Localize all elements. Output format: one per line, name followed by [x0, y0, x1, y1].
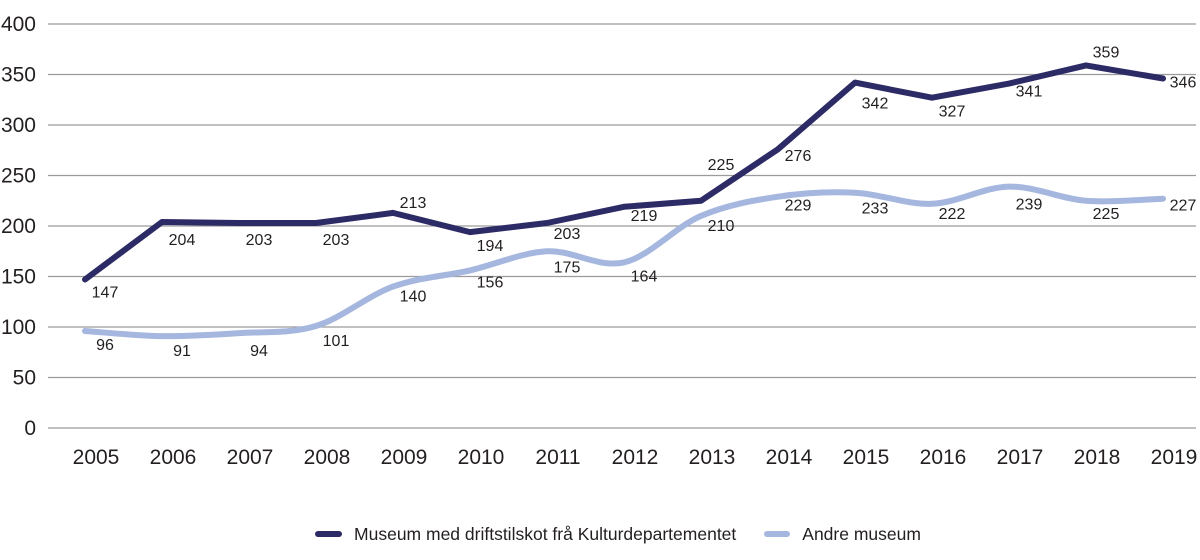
data-label-museum-kd: 203 [246, 232, 273, 249]
x-axis-year-label: 2017 [997, 446, 1044, 469]
data-label-museum-kd: 219 [631, 208, 658, 225]
data-label-andre-museum: 227 [1170, 198, 1197, 215]
y-axis-tick-label: 250 [1, 165, 36, 188]
data-label-museum-kd: 213 [400, 195, 427, 212]
data-label-andre-museum: 140 [400, 289, 427, 306]
data-label-museum-kd: 225 [708, 157, 735, 174]
data-label-museum-kd: 342 [862, 96, 889, 113]
data-label-andre-museum: 175 [554, 259, 581, 276]
data-label-andre-museum: 91 [173, 343, 191, 360]
data-label-andre-museum: 101 [323, 333, 350, 350]
data-label-andre-museum: 225 [1093, 206, 1120, 223]
data-label-museum-kd: 203 [323, 232, 350, 249]
data-label-museum-kd: 346 [1170, 75, 1197, 92]
x-axis-year-label: 2012 [612, 446, 659, 469]
data-label-andre-museum: 94 [250, 343, 268, 360]
x-axis-year-label: 2007 [227, 446, 274, 469]
data-label-museum-kd: 147 [92, 285, 119, 302]
data-label-andre-museum: 164 [631, 268, 658, 285]
data-label-museum-kd: 341 [1016, 84, 1043, 101]
data-label-andre-museum: 229 [785, 198, 812, 215]
x-axis-year-label: 2013 [689, 446, 736, 469]
series-lines [82, 62, 1166, 340]
data-labels: 147 204 203 203 213 194 203 219 225 276 342 327 341 3… [92, 44, 1197, 360]
legend-label-museum-kd: Museum med driftstilskot frå Kulturdepar… [354, 523, 737, 544]
chart-legend: Museum med driftstilskot frå Kulturdepar… [22, 518, 1200, 550]
x-axis-year-label: 2015 [843, 446, 890, 469]
x-axis-year-label: 2019 [1151, 446, 1198, 469]
data-label-museum-kd: 359 [1093, 44, 1120, 61]
y-axis-tick-label: 50 [13, 367, 36, 390]
x-axis-year-label: 2016 [920, 446, 967, 469]
data-label-andre-museum: 239 [1016, 197, 1043, 214]
data-label-andre-museum: 233 [862, 201, 889, 218]
y-axis-tick-label: 150 [1, 266, 36, 289]
x-axis-year-label: 2011 [535, 446, 580, 469]
x-axis-year-label: 2006 [150, 446, 197, 469]
data-label-andre-museum: 156 [477, 274, 504, 291]
data-label-museum-kd: 204 [169, 232, 196, 249]
series-line-museum-kd [82, 62, 1166, 283]
y-axis-labels: 0 50 100 150 200 250 300 350 400 [1, 13, 36, 440]
y-axis-tick-label: 200 [1, 215, 36, 238]
data-label-andre-museum: 96 [96, 337, 114, 354]
gridlines [48, 23, 1196, 429]
x-axis-year-label: 2008 [304, 446, 351, 469]
data-label-andre-museum: 210 [708, 218, 735, 235]
y-axis-tick-label: 100 [1, 316, 36, 339]
x-axis-labels: 2005 2006 2007 2008 2009 2010 2011 2012 2013 2014… [73, 446, 1198, 469]
y-axis-tick-label: 350 [1, 64, 36, 87]
x-axis-year-label: 2018 [1074, 446, 1121, 469]
x-axis-year-label: 2010 [458, 446, 505, 469]
data-label-museum-kd: 276 [785, 148, 812, 165]
legend-swatch-andre-museum [764, 531, 791, 537]
y-axis-tick-label: 400 [1, 13, 36, 36]
y-axis-tick-label: 300 [1, 114, 36, 137]
data-label-museum-kd: 203 [554, 226, 581, 243]
x-axis-year-label: 2014 [766, 446, 813, 469]
legend-label-andre-museum: Andre museum [802, 523, 921, 544]
data-label-andre-museum: 222 [939, 206, 966, 223]
data-label-museum-kd: 327 [939, 104, 966, 121]
x-axis-year-label: 2009 [381, 446, 428, 469]
data-label-museum-kd: 194 [477, 238, 504, 255]
y-axis-tick-label: 0 [24, 417, 36, 440]
legend-swatch-museum-kd [315, 531, 343, 537]
series-line-andre-museum [82, 183, 1166, 340]
x-axis-year-label: 2005 [73, 446, 120, 469]
